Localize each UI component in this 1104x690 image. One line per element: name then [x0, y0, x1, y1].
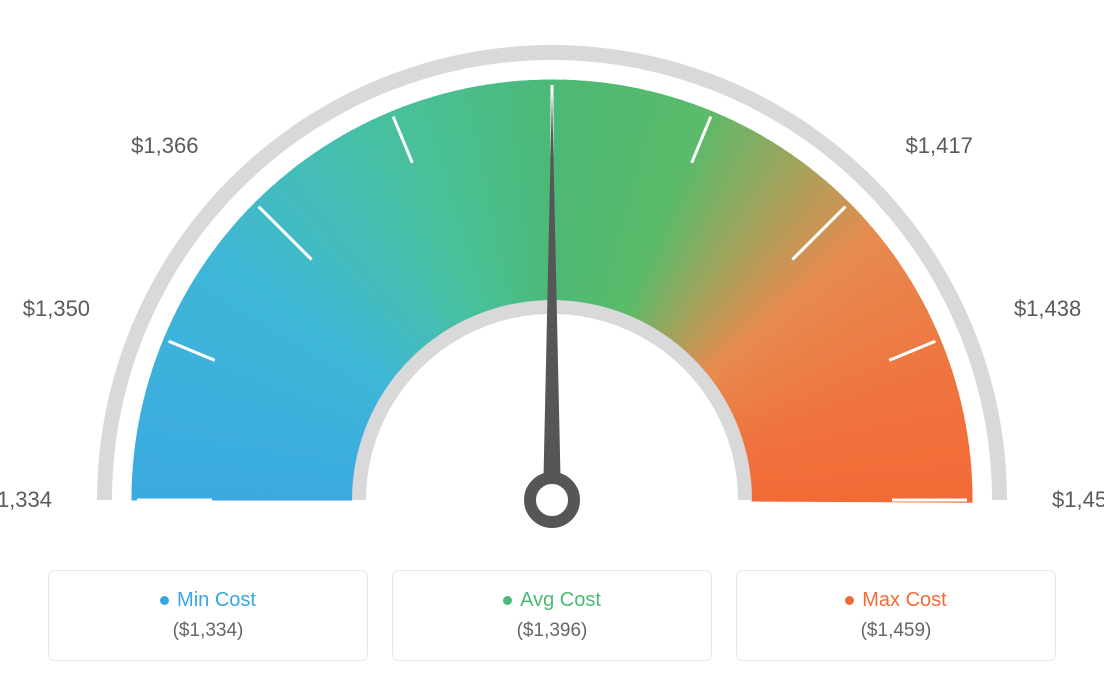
gauge-chart: $1,334$1,350$1,366$1,396$1,417$1,438$1,4… [0, 0, 1104, 560]
legend-avg-box: Avg Cost ($1,396) [392, 570, 712, 661]
legend-max-label: Max Cost [862, 589, 946, 612]
gauge-svg [0, 0, 1104, 560]
legend-min-dot [160, 596, 169, 605]
legend-max-value: ($1,459) [757, 620, 1035, 642]
legend-max-title: Max Cost [845, 589, 946, 612]
gauge-tick-label: $1,350 [23, 296, 90, 322]
gauge-tick-label: $1,438 [1014, 296, 1081, 322]
legend-max-box: Max Cost ($1,459) [736, 570, 1056, 661]
legend-avg-title: Avg Cost [503, 589, 601, 612]
legend-min-box: Min Cost ($1,334) [48, 570, 368, 661]
legend-min-title: Min Cost [160, 589, 256, 612]
legend-min-value: ($1,334) [69, 620, 347, 642]
gauge-tick-label: $1,366 [131, 133, 198, 159]
legend-row: Min Cost ($1,334) Avg Cost ($1,396) Max … [0, 570, 1104, 661]
legend-max-dot [845, 596, 854, 605]
legend-avg-label: Avg Cost [520, 589, 601, 612]
legend-avg-dot [503, 596, 512, 605]
legend-min-label: Min Cost [177, 589, 256, 612]
gauge-tick-label: $1,417 [906, 133, 973, 159]
legend-avg-value: ($1,396) [413, 620, 691, 642]
gauge-tick-label: $1,459 [1052, 487, 1104, 513]
gauge-tick-label: $1,334 [0, 487, 52, 513]
